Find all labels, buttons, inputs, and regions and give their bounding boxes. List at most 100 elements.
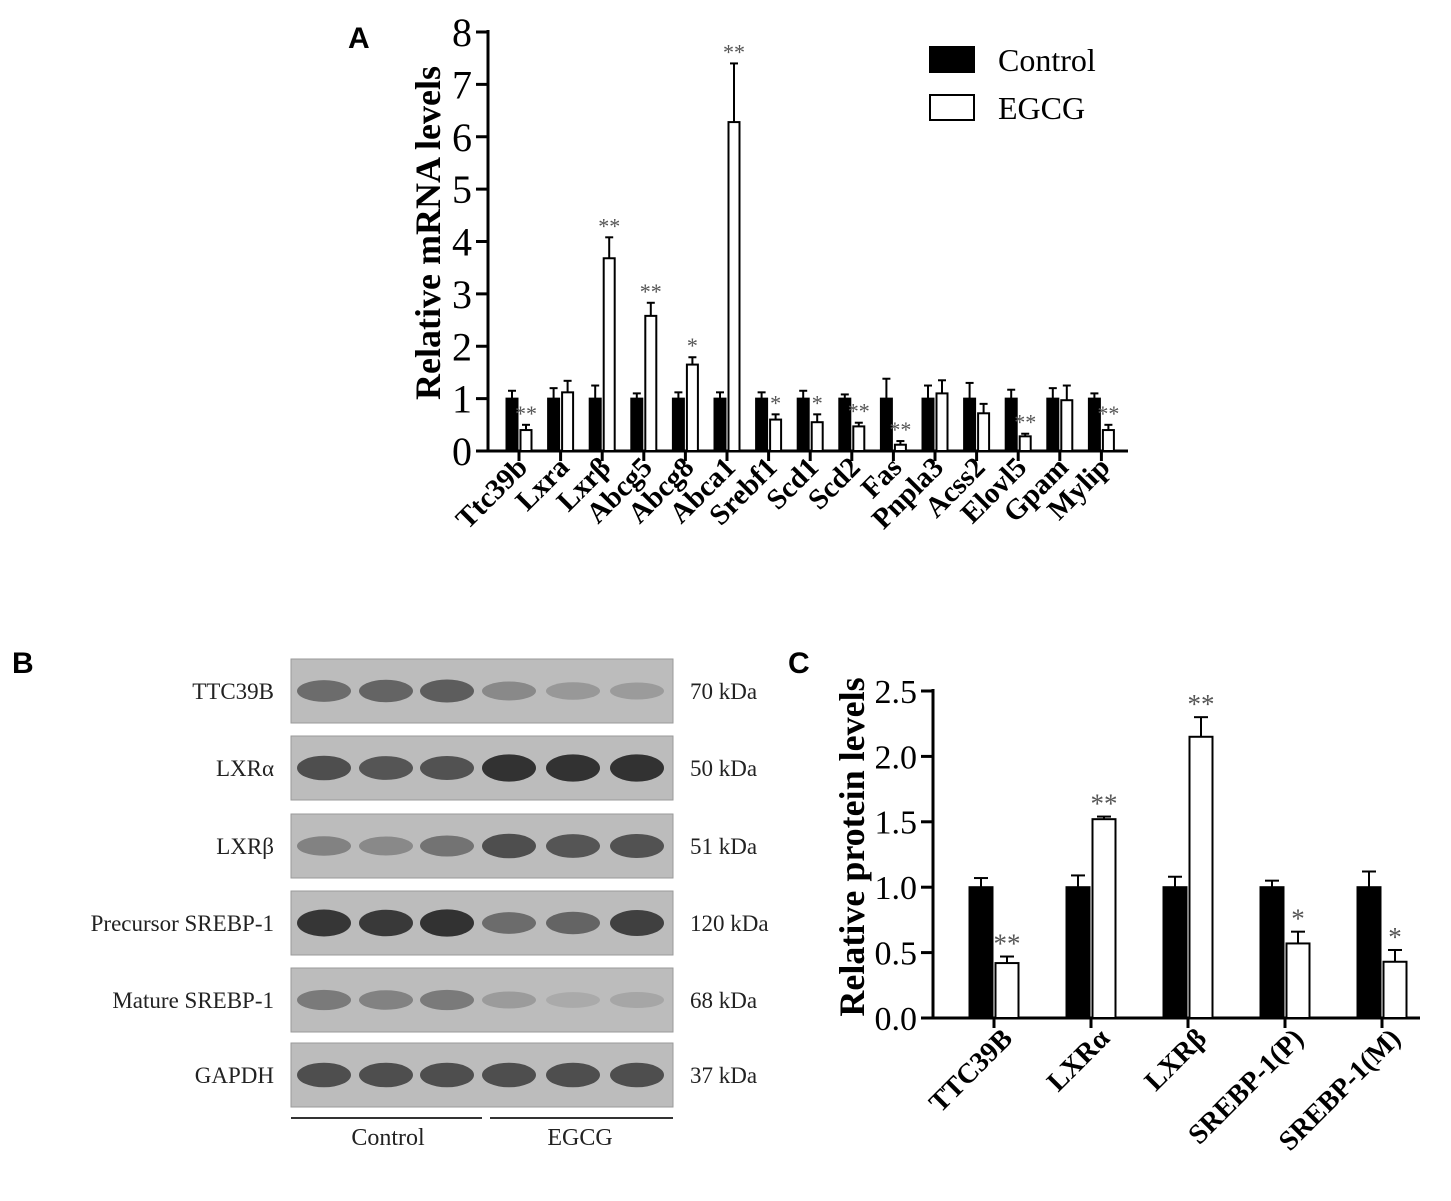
bar-control <box>963 397 977 452</box>
blot-band <box>610 833 664 859</box>
blot-band <box>420 909 474 937</box>
group-label-egcg: EGCG <box>547 1125 612 1151</box>
blot-row: Mature SREBP-1 68 kDa <box>112 967 757 1033</box>
legend-egcg-label: EGCG <box>998 90 1085 126</box>
category-label: TTC39B <box>923 1023 1019 1119</box>
blot-size-label: 50 kDa <box>690 756 757 781</box>
bar-egcg <box>1060 399 1074 453</box>
blot-protein-label: LXRα <box>216 756 274 781</box>
y-tick-label: 1.0 <box>875 870 918 907</box>
chart-a-mrna-levels: Relative mRNA levels Control EGCG 0 1 2 3 4 5… <box>408 10 1128 535</box>
blot-band <box>297 836 351 856</box>
y-tick-label: 3 <box>452 272 472 317</box>
blot-band <box>610 1062 664 1088</box>
bar-control <box>1162 886 1188 1020</box>
bar-control <box>713 397 727 452</box>
blot-band <box>297 755 351 781</box>
bar-egcg <box>1091 818 1117 1020</box>
bar-control <box>796 397 810 452</box>
panel-letter-c: C <box>788 647 810 680</box>
bar-egcg <box>685 363 699 452</box>
significance-marker: ** <box>994 929 1021 959</box>
blot-size-label: 51 kDa <box>690 834 757 859</box>
y-tick-label: 1 <box>452 377 472 422</box>
y-tick-label: 5 <box>452 167 472 212</box>
chart-c-ylabel: Relative protein levels <box>832 677 872 1016</box>
blot-band <box>546 682 600 700</box>
blot-strip <box>290 658 674 724</box>
blot-protein-label: GAPDH <box>195 1063 274 1088</box>
category-label: LXRβ <box>1139 1023 1213 1097</box>
y-tick-label: 0 <box>452 429 472 474</box>
blot-band <box>546 754 600 782</box>
bar-egcg <box>893 443 907 452</box>
bar-egcg <box>935 392 949 453</box>
group-label-control: Control <box>351 1125 425 1151</box>
bar-control <box>671 397 685 452</box>
bar-control <box>588 397 602 452</box>
bar-control <box>1065 886 1091 1020</box>
blot-band <box>610 910 664 936</box>
legend-control-swatch <box>929 46 975 73</box>
blot-protein-label: Mature SREBP-1 <box>112 988 274 1013</box>
significance-marker: ** <box>515 401 537 426</box>
significance-marker: ** <box>1188 689 1215 719</box>
bar-egcg <box>1101 429 1115 452</box>
blot-band <box>359 679 413 703</box>
blot-size-label: 70 kDa <box>690 679 757 704</box>
significance-marker: * <box>770 390 781 415</box>
blot-band <box>482 1062 536 1088</box>
bar-egcg <box>602 257 616 453</box>
panel-letter-b: B <box>12 647 34 680</box>
bar-egcg <box>1018 435 1032 452</box>
blot-size-label: 68 kDa <box>690 988 757 1013</box>
blot-band <box>359 756 413 780</box>
blot-band <box>420 679 474 703</box>
chart-a-legend: Control EGCG <box>929 42 1096 126</box>
bar-egcg <box>727 121 741 453</box>
blot-row: Precursor SREBP-1 120 kDa <box>91 890 769 956</box>
bar-egcg <box>519 429 533 452</box>
significance-marker: ** <box>640 279 662 304</box>
blot-band <box>546 1062 600 1088</box>
blot-protein-label: Precursor SREBP-1 <box>91 911 274 936</box>
blot-band <box>420 1062 474 1088</box>
blot-band <box>359 1062 413 1088</box>
blot-band <box>482 754 536 782</box>
blot-protein-label: LXRβ <box>216 834 274 859</box>
blot-band <box>610 754 664 782</box>
bar-control <box>1259 886 1285 1020</box>
blot-row: LXRα 50 kDa <box>216 735 757 801</box>
bar-control <box>1356 886 1382 1020</box>
bar-control <box>1046 397 1060 452</box>
bar-egcg <box>994 962 1020 1020</box>
blot-band <box>420 989 474 1011</box>
blot-row: LXRβ 51 kDa <box>216 813 757 879</box>
blot-band <box>482 912 536 934</box>
bar-control <box>547 397 561 452</box>
blot-band <box>297 1062 351 1088</box>
blot-band <box>482 991 536 1009</box>
significance-marker: * <box>1388 922 1402 952</box>
legend-egcg-swatch <box>929 94 975 121</box>
significance-marker: ** <box>598 213 620 238</box>
blot-band <box>546 992 600 1008</box>
significance-marker: ** <box>889 417 911 442</box>
blot-band <box>359 836 413 856</box>
chart-a-ylabel: Relative mRNA levels <box>408 66 448 400</box>
category-label: LXRα <box>1041 1023 1116 1098</box>
blot-band <box>297 909 351 937</box>
y-tick-label: 7 <box>452 62 472 107</box>
bar-egcg <box>644 314 658 452</box>
blot-strip <box>290 967 674 1033</box>
y-tick-label: 0.0 <box>875 1001 918 1038</box>
blot-band <box>359 990 413 1010</box>
y-tick-label: 2 <box>452 324 472 369</box>
y-tick-label: 4 <box>452 220 472 265</box>
chart-c-protein-levels: Relative protein levels 0.0 0.5 1.0 1.5 2.0 2… <box>832 674 1420 1157</box>
bar-egcg <box>1188 735 1214 1020</box>
blot-size-label: 120 kDa <box>690 911 769 936</box>
bar-control <box>755 397 769 452</box>
blot-band <box>420 755 474 781</box>
blot-band <box>482 681 536 701</box>
